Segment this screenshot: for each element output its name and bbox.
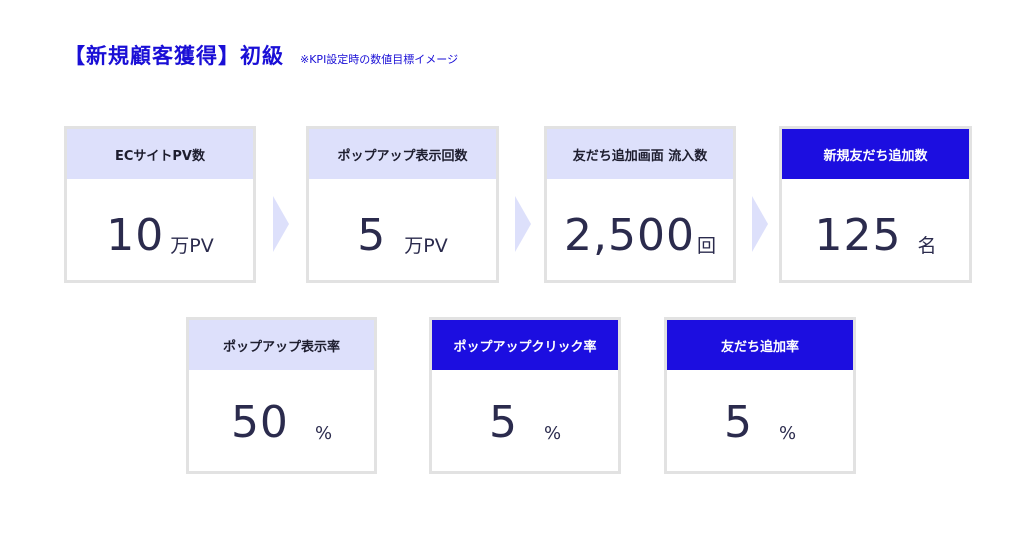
kpi-card-body: 5 % bbox=[432, 370, 618, 471]
kpi-value: 125 bbox=[814, 210, 902, 261]
kpi-card-popup-click-rate: ポップアップクリック率 5 % bbox=[429, 317, 621, 474]
kpi-card-body: 5 万PV bbox=[309, 179, 496, 280]
kpi-card-popup-impressions: ポップアップ表示回数 5 万PV bbox=[306, 126, 499, 283]
kpi-card-label: ポップアップ表示率 bbox=[189, 320, 374, 370]
kpi-card-body: 50 % bbox=[189, 370, 374, 471]
kpi-value: 2,500 bbox=[564, 210, 695, 261]
kpi-card-label: ECサイトPV数 bbox=[67, 129, 253, 179]
kpi-card-body: 5 % bbox=[667, 370, 853, 471]
kpi-value: 5 bbox=[357, 210, 387, 261]
kpi-card-popup-display-rate: ポップアップ表示率 50 % bbox=[186, 317, 377, 474]
kpi-value: 5 bbox=[723, 397, 753, 448]
kpi-card-new-friends: 新規友だち追加数 125 名 bbox=[779, 126, 972, 283]
kpi-card-body: 125 名 bbox=[782, 179, 969, 280]
kpi-card-label: 新規友だち追加数 bbox=[782, 129, 969, 179]
kpi-card-body: 2,500 回 bbox=[547, 179, 733, 280]
page-title: 【新規顧客獲得】初級 bbox=[64, 44, 284, 68]
kpi-unit: 万PV bbox=[170, 235, 214, 257]
title-row: 【新規顧客獲得】初級 ※KPI設定時の数値目標イメージ bbox=[64, 40, 458, 70]
kpi-unit: % bbox=[543, 423, 562, 444]
flow-arrow-icon bbox=[273, 196, 289, 252]
page-note: ※KPI設定時の数値目標イメージ bbox=[300, 53, 459, 66]
kpi-unit: % bbox=[778, 423, 797, 444]
kpi-value: 50 bbox=[230, 397, 289, 448]
kpi-card-body: 10 万PV bbox=[67, 179, 253, 280]
kpi-unit: 回 bbox=[696, 235, 716, 257]
kpi-card-ec-pv: ECサイトPV数 10 万PV bbox=[64, 126, 256, 283]
kpi-card-friend-page-visits: 友だち追加画面 流入数 2,500 回 bbox=[544, 126, 736, 283]
kpi-unit: 名 bbox=[917, 235, 937, 257]
flow-arrow-icon bbox=[515, 196, 531, 252]
kpi-card-label: 友だち追加率 bbox=[667, 320, 853, 370]
flow-arrow-icon bbox=[752, 196, 768, 252]
kpi-card-label: 友だち追加画面 流入数 bbox=[547, 129, 733, 179]
kpi-value: 10 bbox=[106, 210, 165, 261]
kpi-card-label: ポップアップクリック率 bbox=[432, 320, 618, 370]
kpi-unit: 万PV bbox=[404, 235, 448, 257]
kpi-value: 5 bbox=[488, 397, 518, 448]
kpi-unit: % bbox=[314, 423, 333, 444]
kpi-card-friend-add-rate: 友だち追加率 5 % bbox=[664, 317, 856, 474]
kpi-card-label: ポップアップ表示回数 bbox=[309, 129, 496, 179]
